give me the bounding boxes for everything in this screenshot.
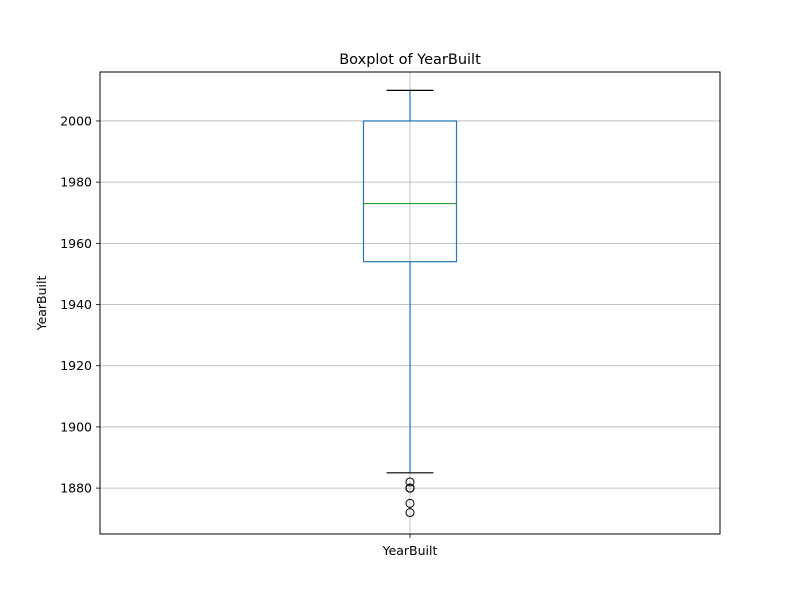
- outlier-point: [405, 498, 415, 508]
- outlier-point: [405, 508, 415, 518]
- x-axis-ticks: YearBuilt: [382, 534, 438, 558]
- y-tick-label: 1880: [60, 481, 92, 496]
- y-tick-label: 1920: [60, 358, 92, 373]
- y-axis-label: YearBuilt: [34, 275, 49, 331]
- outlier-point: [405, 483, 415, 493]
- x-tick-label: YearBuilt: [382, 543, 438, 558]
- y-tick-label: 1980: [60, 175, 92, 190]
- box-layer: [362, 89, 458, 518]
- iqr-box: [362, 120, 458, 263]
- y-tick-label: 2000: [60, 113, 92, 128]
- y-tick-label: 1900: [60, 419, 92, 434]
- y-tick-label: 1960: [60, 236, 92, 251]
- chart-title: Boxplot of YearBuilt: [339, 52, 481, 68]
- y-tick-label: 1940: [60, 297, 92, 312]
- y-axis-ticks: 1880 1900 1920 1940 1960 1980 2000: [60, 113, 100, 496]
- outlier-point: [405, 477, 415, 487]
